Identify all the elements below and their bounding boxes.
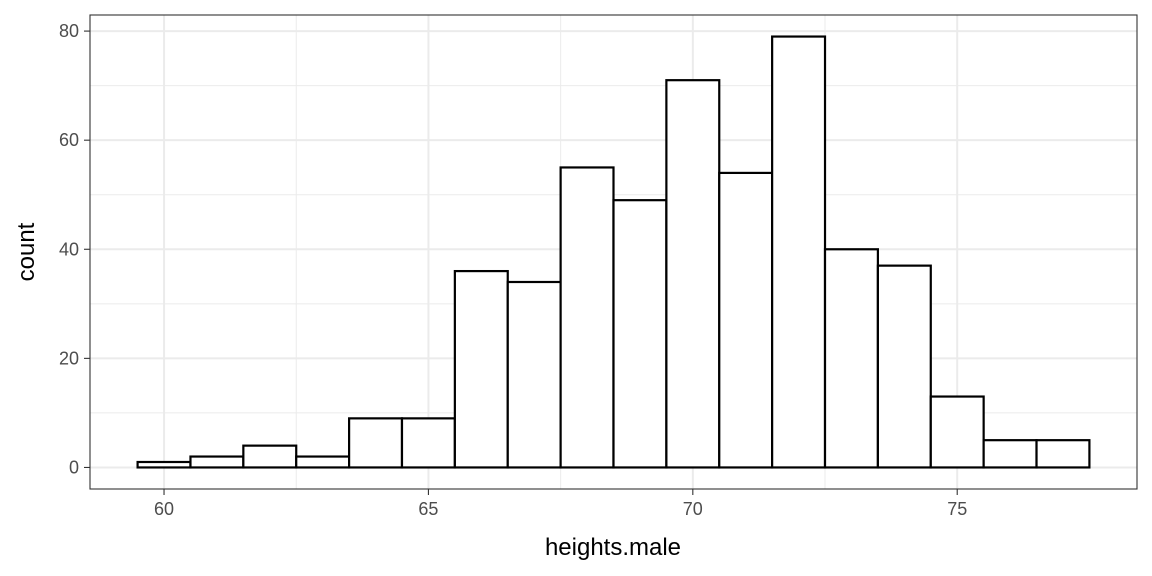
x-tick-label: 65 xyxy=(418,499,438,519)
histogram-bar xyxy=(506,280,562,469)
x-axis-title: heights.male xyxy=(545,534,681,561)
histogram-bar xyxy=(612,199,668,469)
histogram-bar xyxy=(189,455,245,469)
histogram-bar xyxy=(453,269,509,469)
x-tick-label: 70 xyxy=(683,499,703,519)
histogram-bar xyxy=(982,439,1038,469)
y-tick-label: 40 xyxy=(59,239,79,259)
x-tick-label: 75 xyxy=(947,499,967,519)
histogram-bar xyxy=(929,395,985,469)
y-axis-ticks: 0 20 40 60 80 xyxy=(59,21,90,477)
histogram-bar xyxy=(823,248,879,469)
histogram-bar xyxy=(242,444,298,469)
histogram-bars xyxy=(136,35,1091,469)
histogram-bar xyxy=(718,171,774,469)
histogram-bar xyxy=(876,264,932,469)
histogram-bar xyxy=(348,417,404,469)
histogram-bar xyxy=(295,455,351,469)
histogram-bar xyxy=(665,79,721,469)
histogram-bar xyxy=(771,35,827,469)
histogram-bar xyxy=(1035,439,1091,469)
x-tick-label: 60 xyxy=(154,499,174,519)
y-tick-label: 0 xyxy=(69,457,79,477)
histogram-bar xyxy=(136,460,192,469)
histogram-bar xyxy=(400,417,456,469)
y-tick-label: 60 xyxy=(59,130,79,150)
histogram-bar xyxy=(559,166,615,469)
y-tick-label: 20 xyxy=(59,348,79,368)
x-axis-ticks: 60 65 70 75 xyxy=(154,489,967,519)
y-tick-label: 80 xyxy=(59,21,79,41)
y-axis-title: count xyxy=(13,222,40,281)
panel-border xyxy=(89,14,1138,490)
